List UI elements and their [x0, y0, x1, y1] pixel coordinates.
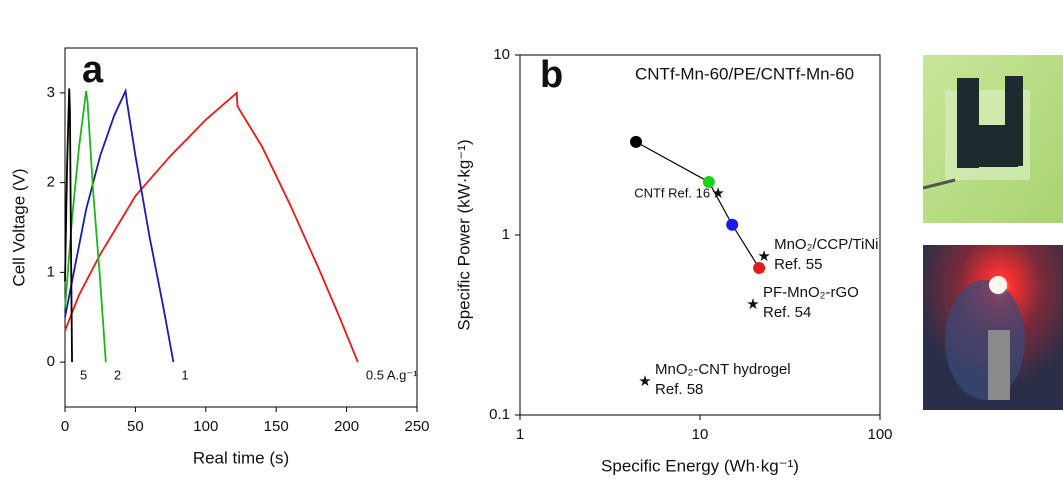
trend-line: [635, 141, 760, 269]
voltage-curve: [64, 87, 175, 363]
curve-label: 1: [181, 368, 188, 383]
y-tick-label: 1: [502, 226, 510, 243]
x-axis-label: Real time (s): [193, 448, 289, 467]
x-tick-label: 1: [516, 426, 524, 443]
reference-star: ★: [638, 373, 651, 390]
voltage-curve: [64, 90, 107, 363]
reference-label: Ref. 54: [763, 304, 811, 321]
x-tick-label: 50: [127, 418, 144, 435]
x-tick-label: 250: [404, 418, 429, 435]
x-tick-label: 100: [867, 426, 892, 443]
y-tick-label: 0.1: [489, 406, 510, 423]
y-tick-label: 3: [47, 84, 55, 101]
curve-label: 5: [80, 368, 87, 383]
y-tick-label: 2: [47, 174, 55, 191]
y-tick-label: 10: [493, 46, 510, 63]
reference-star: ★: [757, 248, 770, 265]
data-point: [726, 218, 739, 231]
panel-letter: b: [540, 54, 563, 96]
x-tick-label: 200: [334, 418, 359, 435]
reference-star: ★: [746, 296, 759, 313]
photo-led: [923, 245, 1063, 410]
data-point: [629, 135, 642, 148]
reference-label: CNTf Ref. 16: [634, 185, 710, 200]
reference-label: PF-MnO₂-rGO: [763, 284, 859, 301]
x-axis-label: Specific Energy (Wh·kg⁻¹): [601, 456, 799, 475]
curve-label: 0.5 A.g⁻¹: [366, 368, 418, 383]
reference-label: MnO₂/CCP/TiNi: [774, 236, 878, 253]
data-point: [702, 175, 715, 188]
chart-title: CNTf-Mn-60/PE/CNTf-Mn-60: [635, 64, 854, 83]
plot-frame: [64, 47, 418, 408]
panel-letter: a: [82, 49, 104, 91]
voltage-curve: [64, 90, 359, 363]
voltage-curve: [64, 88, 73, 363]
x-tick-label: 10: [692, 426, 709, 443]
data-point: [753, 261, 766, 274]
curve-label: 2: [114, 368, 121, 383]
reference-label: MnO₂-CNT hydrogel: [655, 361, 791, 378]
photo-device: [922, 55, 1063, 223]
x-tick-label: 0: [61, 418, 69, 435]
y-tick-label: 1: [47, 263, 55, 280]
reference-label: Ref. 55: [774, 256, 822, 273]
reference-star: ★: [711, 185, 724, 202]
reference-label: Ref. 58: [655, 381, 703, 398]
x-tick-label: 100: [193, 418, 218, 435]
y-axis-label: Cell Voltage (V): [9, 168, 28, 286]
x-tick-label: 150: [264, 418, 289, 435]
y-axis-label: Specific Power (kW·kg⁻¹): [454, 139, 473, 330]
y-tick-label: 0: [47, 353, 55, 370]
